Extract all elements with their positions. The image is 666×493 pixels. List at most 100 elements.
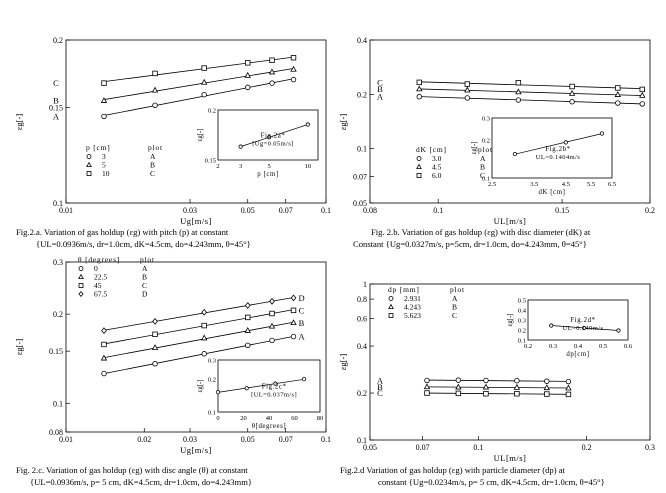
data-point-A <box>152 102 158 109</box>
x-axis-label-c: Ug[m/s] <box>180 445 212 455</box>
inset-y-tick-label-d: 0.3 <box>518 318 526 325</box>
inset-x-label-d: dp[cm] <box>566 351 589 358</box>
data-point-C <box>201 65 207 71</box>
legend-value-A: 0 <box>94 264 98 273</box>
caption-d: Fig.2.d Variation of gas holdup (εg) wit… <box>340 464 605 488</box>
data-point-C <box>565 391 572 398</box>
legend-value-C: 10 <box>102 169 110 178</box>
x-tick-label-a: 0.07 <box>279 206 293 215</box>
data-point-B <box>268 322 276 329</box>
series-tag-C: C <box>377 77 383 87</box>
y-tick-label-d: 0.8 <box>357 295 367 304</box>
legend-value-A: 2.931 <box>404 294 421 303</box>
data-point-A <box>290 333 297 340</box>
inset-x-label-b: dK [cm] <box>538 189 565 196</box>
y-axis-label-c: εg[-] <box>14 339 24 355</box>
inset-x-tick-label-c: 60 <box>291 415 298 422</box>
legend-header-a: p [cm] <box>86 143 111 152</box>
inset-y-tick-label-b: 0.1 <box>482 176 490 183</box>
caption-c-line2: {UL=0.0936m/s, p= 5 cm, dK=4.5cm, dr=1.0… <box>30 477 253 487</box>
inset-y-tick-label-d: 0.4 <box>518 308 527 315</box>
legend-marker-C <box>388 313 394 318</box>
inset-d: 0.2 0.3 0.4 0.5 0.60.10.20.30.40.5dp[cm]εg[-… <box>507 298 633 359</box>
plot-frame-d <box>369 283 651 441</box>
data-point-A <box>544 378 550 384</box>
legend-marker-A <box>86 154 92 159</box>
y-tick-label-b: 0.05 <box>353 199 367 208</box>
caption-a-line2: {UL=0.0936m/s, dr=1.0cm, dK=4.5cm, do=4.… <box>36 239 251 249</box>
x-axis-label-a: Ug[m/s] <box>180 216 212 226</box>
data-point-A <box>269 80 275 86</box>
data-point-A <box>464 95 471 101</box>
y-tick-label-b: 0.4 <box>357 36 367 45</box>
inset-y-tick-label-a: 0.2 <box>208 108 216 115</box>
data-point-B <box>482 383 490 390</box>
caption-d-line1: Fig.2.d Variation of gas holdup (εg) wit… <box>340 465 565 475</box>
series-line-C <box>419 81 643 90</box>
series-tag-D: D <box>298 293 304 303</box>
data-point-C <box>245 314 251 321</box>
data-point-B <box>565 384 572 391</box>
inset-b: 2.5 3.5 4.5 5.5 6.5 0.1 0.2 0.3 dK [cm] εg[-] Fig.… <box>471 116 616 197</box>
inset-x-tick-label-d: 0.5 <box>599 343 607 350</box>
chart-d: 0.05 0.07 0.1 0.2 0.30.10.20.40.60.81UL[m/s]… <box>338 280 655 463</box>
legend-value-B: 5 <box>102 161 106 170</box>
data-point-B <box>464 86 471 93</box>
series-line-C <box>103 56 294 83</box>
inset-frame-d <box>527 299 629 341</box>
legend-header-plot-d: plot <box>450 285 465 294</box>
y-tick-label-a: 0.1 <box>53 199 63 208</box>
data-point-C <box>290 54 297 61</box>
data-point-C <box>483 391 489 397</box>
x-tick-label-b: 0.2 <box>645 206 655 215</box>
data-point-A <box>101 113 107 120</box>
data-point-C <box>514 391 520 397</box>
x-tick-label-c: 0.03 <box>183 435 197 444</box>
legend-marker-D <box>78 290 84 298</box>
data-point-B <box>290 65 297 72</box>
legend-value-B: 22.5 <box>94 273 107 282</box>
inset-x-tick-label-c: 80 <box>317 415 324 422</box>
x-axis-label-d: UL[m/s] <box>494 453 527 463</box>
inset-x-label-c: θ[degrees] <box>252 423 287 430</box>
legend-value-B: 4.5 <box>432 163 442 172</box>
plot-frame-a <box>65 39 327 204</box>
caption-c-line1: Fig. 2.c. Variation of gas holdup (εg) w… <box>16 465 248 475</box>
series-line-A <box>103 335 294 374</box>
y-tick-label-d: 0.1 <box>357 436 367 445</box>
y-tick-label-c: 0.08 <box>49 428 63 437</box>
plot-frame-b <box>369 39 651 204</box>
inset-point-a <box>238 144 243 149</box>
y-tick-label-c: 0.15 <box>49 347 63 356</box>
data-point-B <box>515 88 522 95</box>
inset-note-d: UL=0.149m/s <box>563 325 604 332</box>
inset-note-a: [Ug=0.05m/s] <box>252 141 294 148</box>
legend-letter-D: D <box>142 290 148 299</box>
x-tick-label-d: 0.2 <box>582 443 592 452</box>
inset-x-tick-label-a: 3 <box>239 163 242 170</box>
series-tag-A: A <box>377 375 384 385</box>
data-point-D <box>269 297 275 305</box>
inset-title-c: Fig.2c* <box>262 384 287 391</box>
legend-value-C: 45 <box>94 281 102 290</box>
legend-header-plot-a: plot <box>148 143 163 152</box>
legend-letter-B: B <box>480 163 485 172</box>
inset-y-label-d: εg[-] <box>507 313 514 326</box>
inset-point-d <box>581 325 587 331</box>
legend-marker-B <box>78 273 84 280</box>
series-tag-C: C <box>377 388 383 398</box>
inset-a: 2 3 5 10 0.15 0.2 p [cm] εg[-] Fig.2a*[Ug=0.05m/… <box>197 108 319 178</box>
legend-letter-A: A <box>142 264 148 273</box>
inset-x-tick-label-b: 5.5 <box>587 181 595 188</box>
legend-letter-B: B <box>142 273 147 282</box>
data-point-A <box>290 76 297 83</box>
inset-x-tick-label-d: 0.6 <box>624 343 633 350</box>
inset-frame-a <box>217 109 319 161</box>
inset-y-tick-label-d: 0.1 <box>518 338 526 345</box>
series-line-C <box>103 309 294 345</box>
legend-value-A: 3 <box>102 152 106 161</box>
data-point-A <box>514 377 520 384</box>
data-point-A <box>615 100 621 106</box>
